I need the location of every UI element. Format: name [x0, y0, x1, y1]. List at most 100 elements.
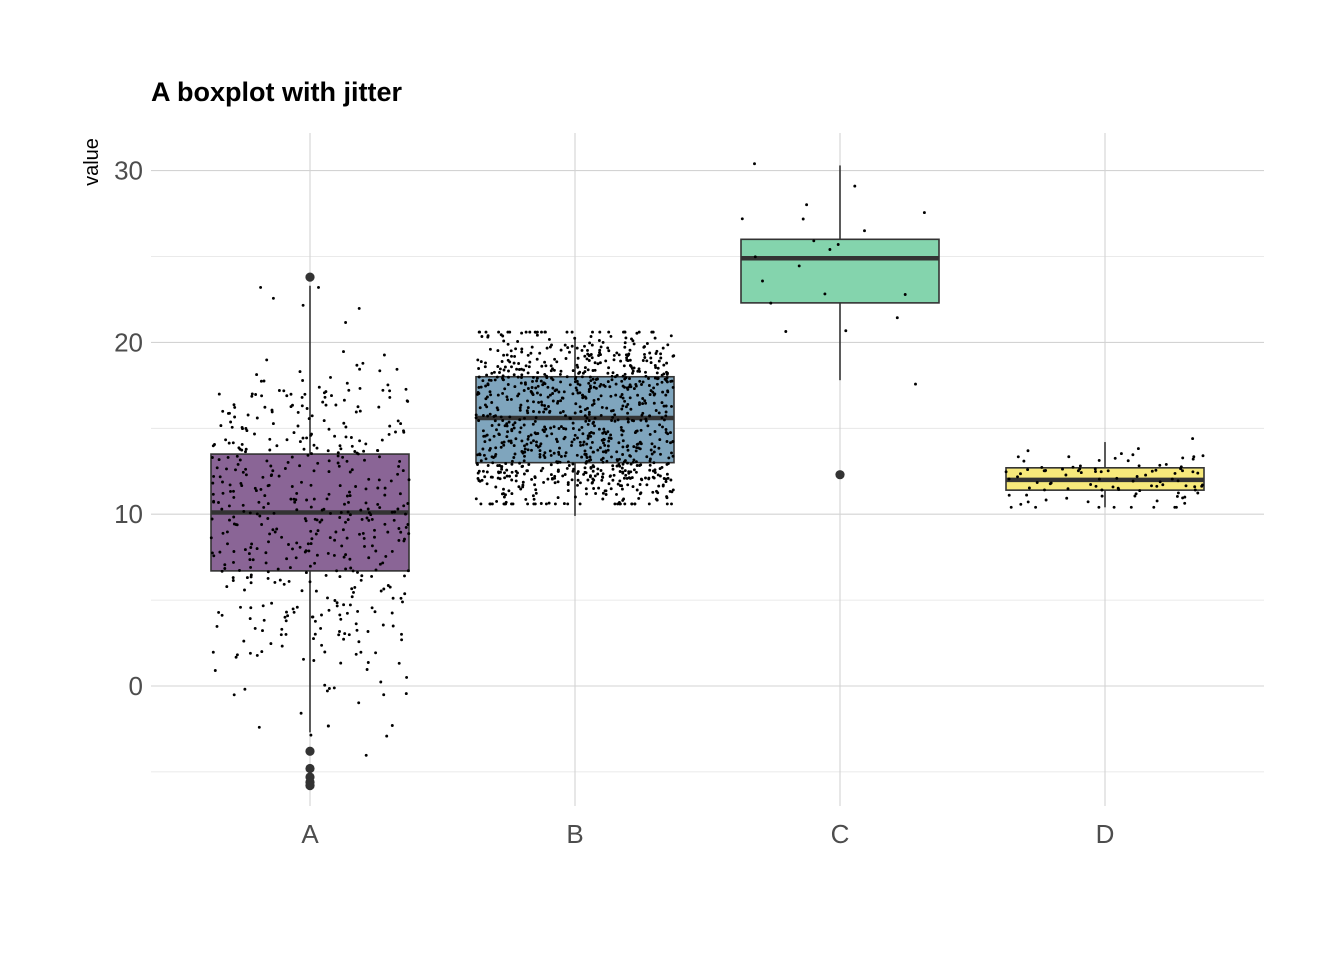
jitter-point	[309, 505, 313, 509]
jitter-point	[317, 285, 320, 289]
jitter-point	[477, 469, 481, 473]
jitter-point	[551, 392, 555, 395]
jitter-point	[863, 229, 866, 233]
jitter-point	[501, 391, 505, 395]
jitter-point	[628, 377, 631, 381]
jitter-point	[345, 536, 349, 540]
jitter-point	[566, 346, 570, 350]
jitter-point	[550, 432, 554, 436]
jitter-point	[280, 535, 284, 539]
jitter-point	[613, 502, 617, 506]
jitter-point	[486, 414, 490, 418]
jitter-point	[484, 457, 488, 461]
jitter-point	[380, 438, 384, 442]
jitter-point	[534, 491, 538, 495]
jitter-point	[503, 365, 507, 369]
jitter-point	[499, 415, 503, 419]
jitter-point	[588, 455, 592, 459]
jitter-point	[528, 330, 532, 334]
jitter-point	[309, 529, 313, 533]
jitter-point	[323, 683, 327, 687]
jitter-point	[609, 394, 613, 398]
jitter-point	[583, 354, 587, 358]
jitter-point	[533, 431, 537, 435]
jitter-point	[356, 405, 360, 409]
jitter-point	[564, 357, 568, 360]
jitter-point	[1016, 455, 1020, 459]
jitter-point	[510, 478, 514, 482]
jitter-point	[649, 356, 653, 360]
jitter-point	[1191, 470, 1195, 474]
jitter-point	[530, 345, 534, 349]
jitter-point	[348, 513, 352, 517]
jitter-point	[594, 386, 598, 390]
jitter-point	[260, 394, 264, 398]
jitter-point	[671, 454, 675, 458]
jitter-point	[327, 687, 331, 690]
jitter-point	[625, 476, 629, 480]
jitter-point	[370, 517, 374, 521]
jitter-point	[513, 421, 517, 425]
jitter-point	[605, 459, 609, 463]
jitter-point	[365, 668, 369, 671]
jitter-point	[657, 359, 661, 363]
jitter-point	[404, 387, 408, 391]
jitter-point	[397, 464, 401, 468]
jitter-point	[1131, 479, 1135, 483]
jitter-point	[553, 389, 557, 393]
jitter-point	[376, 448, 379, 452]
jitter-point	[664, 477, 668, 481]
jitter-point	[1181, 456, 1185, 460]
jitter-point	[543, 382, 547, 386]
jitter-point	[615, 351, 619, 355]
jitter-point	[257, 500, 261, 504]
jitter-point	[593, 424, 596, 428]
jitter-point	[535, 357, 539, 361]
jitter-point	[648, 414, 652, 418]
jitter-point	[598, 361, 602, 365]
jitter-point	[599, 382, 603, 386]
jitter-point	[1097, 505, 1101, 509]
jitter-point	[607, 366, 611, 370]
jitter-point	[618, 470, 622, 473]
jitter-point	[666, 343, 670, 347]
jitter-point	[568, 383, 572, 387]
jitter-point	[612, 358, 616, 362]
jitter-point	[326, 724, 330, 728]
jitter-point	[522, 389, 526, 392]
jitter-point	[563, 454, 567, 458]
jitter-point	[1099, 470, 1103, 474]
jitter-point	[399, 422, 403, 426]
jitter-point	[249, 581, 253, 585]
jitter-point	[592, 487, 596, 490]
jitter-point	[396, 419, 400, 423]
jitter-point	[366, 630, 370, 633]
jitter-point	[572, 467, 576, 471]
jitter-point	[399, 530, 403, 534]
jitter-point	[272, 511, 276, 515]
jitter-point	[534, 416, 538, 420]
jitter-point	[606, 430, 610, 434]
jitter-point	[550, 477, 554, 480]
jitter-point	[296, 410, 300, 414]
jitter-point	[489, 393, 493, 397]
jitter-point	[218, 475, 222, 479]
jitter-point	[524, 364, 528, 368]
jitter-point	[243, 548, 247, 552]
jitter-point	[490, 401, 494, 404]
chart-title: A boxplot with jitter	[151, 77, 402, 107]
jitter-point	[539, 379, 543, 383]
jitter-point	[282, 389, 286, 393]
jitter-point	[644, 476, 647, 480]
jitter-point	[535, 379, 539, 383]
jitter-point	[540, 400, 543, 404]
jitter-point	[601, 497, 605, 501]
jitter-point	[581, 443, 585, 447]
x-tick-label: D	[1096, 819, 1115, 849]
jitter-point	[644, 370, 647, 374]
jitter-point	[511, 502, 515, 506]
jitter-point	[266, 576, 270, 580]
jitter-point	[1071, 465, 1075, 469]
jitter-point	[481, 447, 485, 451]
jitter-point	[549, 453, 553, 457]
